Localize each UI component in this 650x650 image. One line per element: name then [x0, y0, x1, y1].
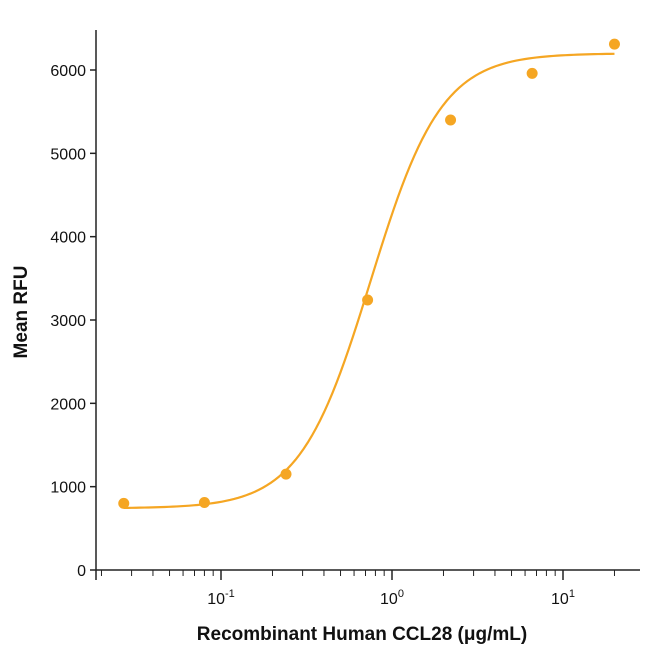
y-tick-label: 4000 [50, 230, 86, 247]
y-tick-label: 6000 [50, 63, 86, 80]
data-point [118, 497, 130, 509]
x-tick-label: 10-1 [207, 588, 235, 608]
fit-curve [123, 52, 615, 510]
data-point [362, 294, 374, 306]
x-tick-label: 100 [380, 588, 404, 608]
data-point [198, 497, 210, 508]
fit-curve-layer [123, 52, 615, 510]
x-axis: 10-1 100 101 [96, 569, 640, 608]
data-point [445, 114, 457, 126]
data-point [280, 468, 292, 480]
y-tick-label: 0 [77, 563, 86, 580]
x-tick-label: 101 [551, 588, 575, 608]
y-tick-label: 3000 [50, 313, 86, 330]
data-point [608, 38, 620, 50]
y-axis-title: Mean RFU [11, 266, 32, 359]
y-tick-label: 2000 [50, 396, 86, 413]
y-tick-label: 5000 [50, 146, 86, 163]
x-axis-title: Recombinant Human CCL28 (μg/mL) [197, 624, 527, 645]
y-axis: 0 1000 2000 3000 4000 5000 6000 [50, 30, 97, 580]
data-point [526, 67, 538, 79]
data-points-layer [118, 38, 620, 509]
y-tick-label: 1000 [50, 480, 86, 497]
